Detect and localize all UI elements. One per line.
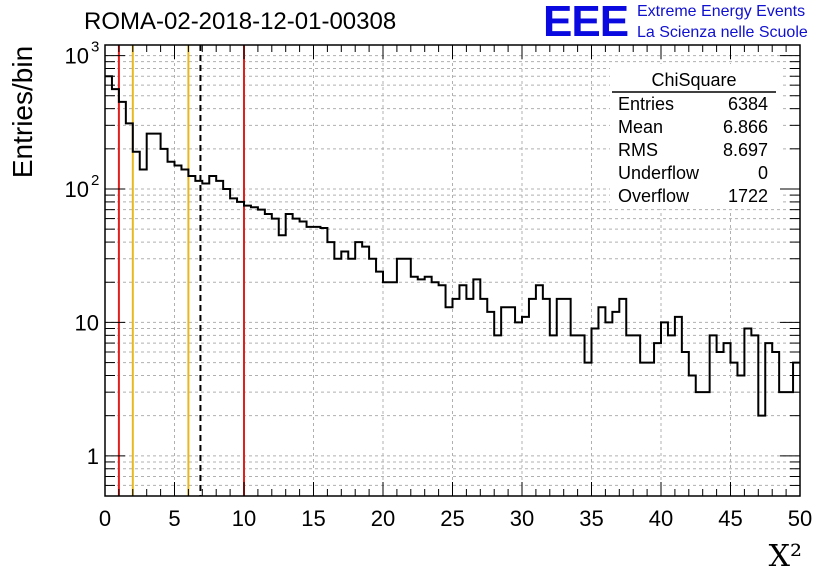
x-tick-label: 15 [301, 506, 325, 531]
stats-row-value: 6.866 [723, 117, 768, 137]
eee-logo-line2: La Scienza nelle Scuole [637, 24, 808, 41]
vertical-marker-lines [117, 45, 245, 496]
y-tick-label: 10 [65, 44, 89, 69]
x-axis-label: X² [769, 539, 802, 572]
eee-logo-line1: Extreme Energy Events [637, 3, 806, 20]
x-tick-label: 25 [440, 506, 464, 531]
stats-row-label: Entries [618, 94, 674, 114]
eee-logo-mark: EEE [543, 0, 629, 46]
x-tick-label: 40 [649, 506, 673, 531]
stats-row-value: 0 [758, 163, 768, 183]
x-tick-label: 50 [788, 506, 812, 531]
y-tick-exponent: 2 [91, 172, 99, 189]
x-tick-label: 20 [371, 506, 395, 531]
x-tick-label: 30 [510, 506, 534, 531]
stats-row-label: RMS [618, 140, 658, 160]
y-tick-exponent: 3 [91, 39, 99, 56]
stats-row-label: Mean [618, 117, 663, 137]
y-tick-label: 1 [87, 444, 99, 469]
histogram-series [105, 75, 800, 417]
stats-row-value: 1722 [728, 186, 768, 206]
x-tick-label: 10 [232, 506, 256, 531]
x-tick-label: 45 [718, 506, 742, 531]
x-tick-label: 5 [168, 506, 180, 531]
stats-row-value: 8.697 [723, 140, 768, 160]
stats-row-value: 6384 [728, 94, 768, 114]
chart-title: ROMA-02-2018-12-01-00308 [84, 8, 397, 35]
y-tick-label: 10 [65, 177, 89, 202]
axis-ticks [104, 45, 801, 497]
stats-row-label: Underflow [618, 163, 700, 183]
stats-row-label: Overflow [618, 186, 690, 206]
x-tick-label: 35 [579, 506, 603, 531]
grid-lines [105, 45, 800, 497]
y-axis-label: Entries/bin [7, 46, 38, 178]
stats-box: ChiSquare Entries 6384 Mean 6.866 RMS 8.697 Un… [610, 64, 780, 209]
x-tick-label: 0 [99, 506, 111, 531]
x-tick-labels: 0 5 10 15 20 25 30 35 40 45 50 [99, 506, 812, 531]
stats-title: ChiSquare [651, 70, 736, 90]
y-tick-label: 10 [75, 310, 99, 335]
